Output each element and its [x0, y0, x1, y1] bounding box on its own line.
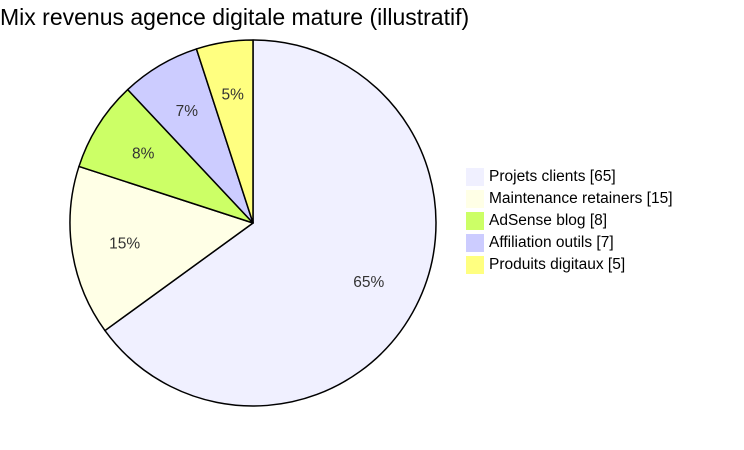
pie-slice-4 — [195, 39, 254, 224]
pie-slice-1 — [69, 165, 254, 332]
legend-label-0: Projets clients [65] — [489, 168, 616, 185]
slice-label-2: 8% — [132, 145, 155, 162]
legend-item-0: Projets clients [65] — [466, 166, 673, 188]
slice-label-0: 65% — [353, 274, 384, 291]
legend-swatch-0 — [466, 168, 484, 186]
chart-title: Mix revenus agence digitale mature (illu… — [0, 4, 470, 30]
legend-swatch-4 — [466, 256, 484, 274]
legend-item-2: AdSense blog [8] — [466, 210, 673, 232]
legend-label-1: Maintenance retainers [15] — [489, 190, 673, 207]
legend-swatch-3 — [466, 234, 484, 252]
legend-label-2: AdSense blog [8] — [489, 212, 608, 229]
pie-slice-2 — [78, 88, 254, 224]
pie-slice-0 — [104, 39, 437, 407]
legend-item-3: Affiliation outils [7] — [466, 232, 673, 254]
legend-swatch-2 — [466, 212, 484, 230]
slice-label-4: 5% — [221, 87, 244, 104]
legend-label-4: Produits digitaux [5] — [489, 256, 626, 273]
legend-label-3: Affiliation outils [7] — [489, 234, 614, 251]
legend-item-4: Produits digitaux [5] — [466, 254, 673, 276]
slice-label-3: 7% — [176, 103, 199, 120]
legend-item-1: Maintenance retainers [15] — [466, 188, 673, 210]
slice-label-1: 15% — [109, 235, 140, 252]
chart-legend: Projets clients [65] Maintenance retainer… — [466, 166, 673, 276]
legend-swatch-1 — [466, 190, 484, 208]
